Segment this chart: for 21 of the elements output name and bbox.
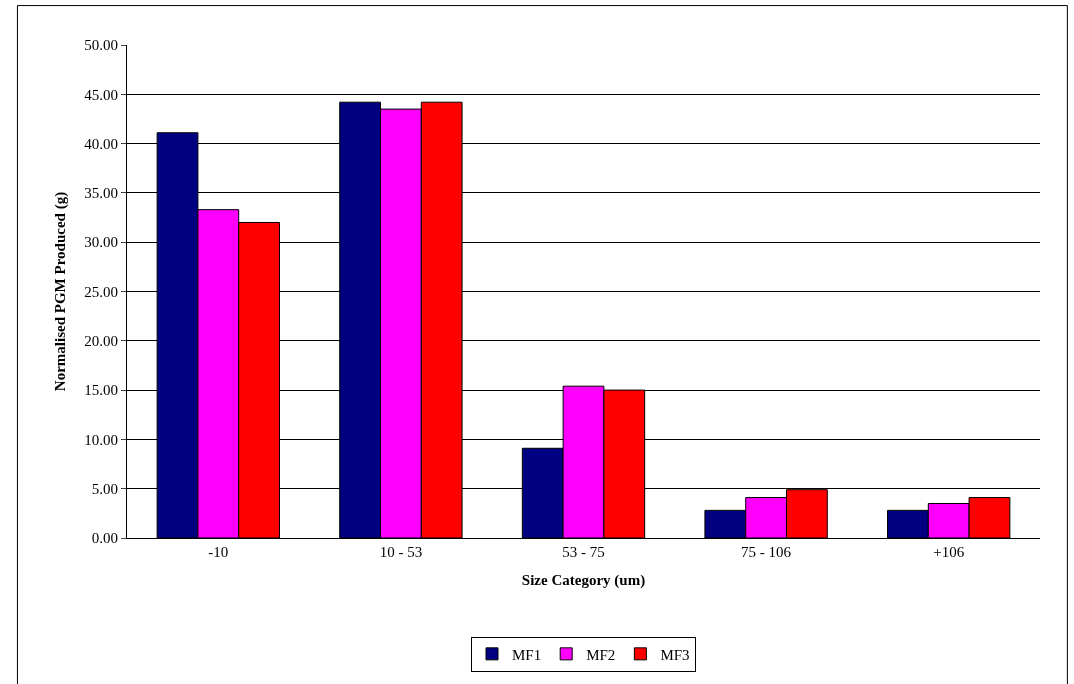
legend-label: MF1: [512, 646, 542, 663]
y-tick-label: 15.00: [84, 382, 118, 399]
y-tick-label: 10.00: [84, 431, 118, 448]
x-tick-label: 53 - 75: [562, 544, 605, 560]
x-tick-label: 75 - 106: [741, 544, 792, 560]
y-tick-label: 35.00: [84, 185, 118, 202]
x-tick-label: +106: [933, 544, 965, 560]
y-tick-label: 45.00: [84, 86, 118, 103]
y-axis-title: Normalised PGM Produced (g): [51, 191, 69, 392]
legend-label: MF2: [586, 646, 616, 663]
y-tick-label: 50.00: [84, 37, 118, 54]
x-tick-label: 10 - 53: [379, 544, 423, 560]
x-axis-title: Size Category (um): [521, 572, 646, 589]
legend-label: MF3: [660, 646, 690, 663]
y-tick-label: 0.00: [91, 530, 118, 547]
y-tick-label: 30.00: [84, 234, 118, 251]
x-tick-label: -10: [208, 544, 229, 560]
y-tick-label: 25.00: [84, 283, 118, 300]
y-tick-label: 40.00: [84, 135, 118, 152]
y-tick-label: 20.00: [84, 333, 118, 350]
y-tick-label: 5.00: [91, 480, 118, 497]
